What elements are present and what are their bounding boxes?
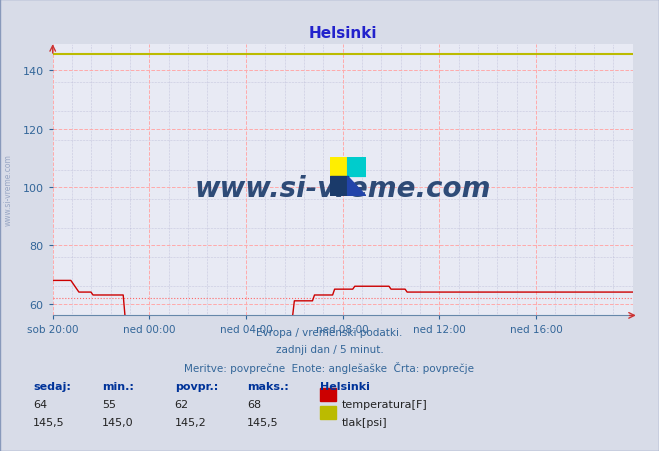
Text: 145,5: 145,5 — [247, 417, 279, 427]
Text: temperatura[F]: temperatura[F] — [341, 399, 427, 409]
Text: povpr.:: povpr.: — [175, 381, 218, 391]
Text: Meritve: povprečne  Enote: anglešaške  Črta: povprečje: Meritve: povprečne Enote: anglešaške Črt… — [185, 361, 474, 373]
Polygon shape — [330, 158, 348, 177]
Text: sedaj:: sedaj: — [33, 381, 71, 391]
Polygon shape — [348, 158, 366, 177]
Text: 145,2: 145,2 — [175, 417, 206, 427]
Text: tlak[psi]: tlak[psi] — [341, 417, 387, 427]
Text: Evropa / vremenski podatki.: Evropa / vremenski podatki. — [256, 327, 403, 337]
Text: zadnji dan / 5 minut.: zadnji dan / 5 minut. — [275, 344, 384, 354]
Polygon shape — [330, 177, 348, 196]
Title: Helsinki: Helsinki — [308, 26, 377, 41]
Text: 62: 62 — [175, 399, 188, 409]
Text: maks.:: maks.: — [247, 381, 289, 391]
Text: 145,0: 145,0 — [102, 417, 134, 427]
Polygon shape — [348, 177, 366, 196]
Text: 145,5: 145,5 — [33, 417, 65, 427]
Text: min.:: min.: — [102, 381, 134, 391]
Text: www.si-vreme.com: www.si-vreme.com — [3, 153, 13, 226]
Text: Helsinki: Helsinki — [320, 381, 370, 391]
Text: 55: 55 — [102, 399, 116, 409]
Text: 68: 68 — [247, 399, 261, 409]
Polygon shape — [348, 158, 366, 177]
Text: 64: 64 — [33, 399, 47, 409]
Text: www.si-vreme.com: www.si-vreme.com — [194, 175, 491, 202]
